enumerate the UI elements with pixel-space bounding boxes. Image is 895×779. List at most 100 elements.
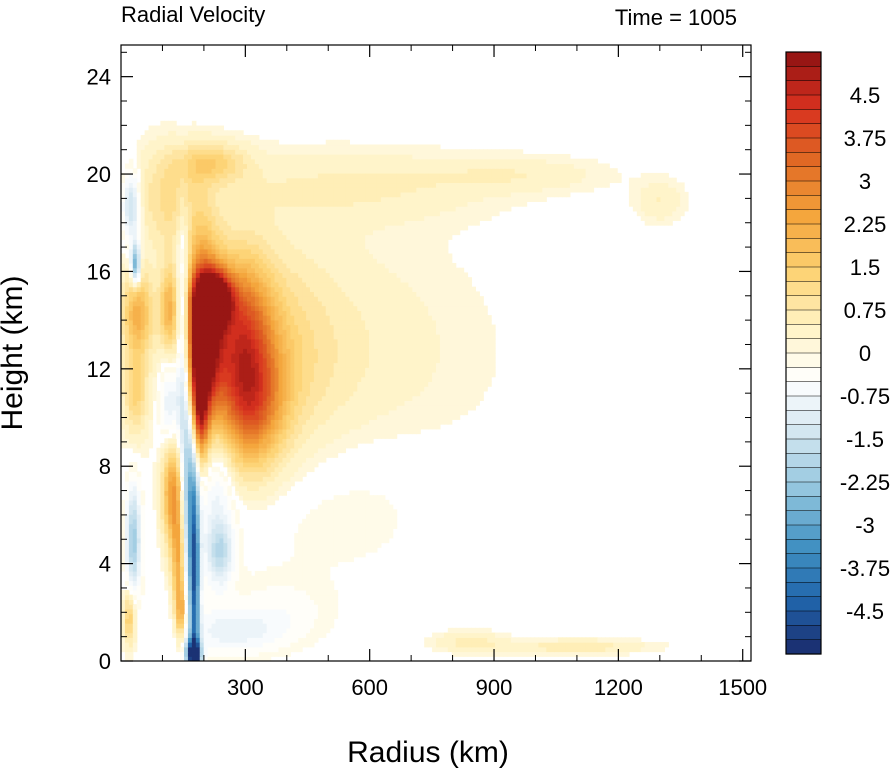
heatmap-cell — [416, 428, 421, 435]
heatmap-cell — [463, 310, 469, 316]
heatmap-cell — [278, 443, 284, 449]
heatmap-cell — [274, 329, 280, 335]
heatmap-cell — [199, 405, 205, 411]
heatmap-cell — [247, 433, 252, 439]
heatmap-cell — [124, 471, 130, 477]
heatmap-cell — [262, 338, 268, 345]
heatmap-cell — [483, 305, 488, 311]
heatmap-cell — [467, 338, 473, 345]
heatmap-cell — [467, 353, 473, 359]
heatmap-cell — [199, 490, 205, 496]
heatmap-cell — [207, 561, 213, 567]
heatmap-cell — [160, 504, 165, 510]
heatmap-cell — [361, 438, 366, 444]
heatmap-cell — [400, 405, 406, 411]
heatmap-cell — [223, 405, 228, 411]
heatmap-cell — [298, 376, 303, 383]
heatmap-cell — [215, 552, 221, 558]
heatmap-cell — [333, 556, 339, 563]
heatmap-cell — [420, 414, 425, 420]
heatmap-cell — [353, 514, 358, 520]
heatmap-cell — [132, 537, 138, 544]
heatmap-cell — [211, 646, 217, 653]
heatmap-cell — [644, 642, 650, 648]
heatmap-cell — [254, 381, 260, 387]
heatmap-cell — [455, 310, 461, 316]
heatmap-cell — [223, 305, 228, 311]
heatmap-cell — [380, 433, 386, 439]
heatmap-cell — [184, 656, 189, 661]
heatmap-cell — [439, 357, 445, 364]
heatmap-cell — [250, 608, 256, 615]
heatmap-cell — [250, 409, 256, 416]
heatmap-cell — [254, 424, 260, 430]
heatmap-cell — [184, 594, 189, 600]
heatmap-cell — [365, 409, 370, 416]
heatmap-cell — [321, 386, 327, 392]
heatmap-cell — [203, 338, 209, 345]
heatmap-cell — [203, 514, 209, 520]
heatmap-cell — [290, 310, 295, 316]
heatmap-cell — [266, 599, 272, 605]
heatmap-cell — [258, 343, 264, 349]
heatmap-cell — [247, 353, 252, 359]
heatmap-cell — [404, 405, 410, 411]
heatmap-cell — [475, 315, 480, 321]
heatmap-cell — [439, 419, 445, 425]
heatmap-cell — [176, 594, 181, 600]
heatmap-cell — [168, 376, 173, 383]
heatmap-cell — [160, 348, 165, 354]
heatmap-cell — [266, 632, 272, 638]
heatmap-cell — [168, 334, 173, 340]
heatmap-cell — [404, 338, 410, 345]
heatmap-cell — [317, 533, 323, 539]
heatmap-cell — [274, 646, 280, 653]
heatmap-cell — [373, 353, 378, 359]
heatmap-cell — [180, 613, 185, 619]
heatmap-cell — [463, 371, 469, 378]
heatmap-cell — [353, 438, 358, 444]
heatmap-cell — [215, 485, 221, 492]
heatmap-cell — [310, 348, 315, 354]
heatmap-cell — [219, 542, 224, 548]
heatmap-cell — [168, 566, 173, 572]
heatmap-cell — [333, 348, 339, 354]
heatmap-cell — [128, 646, 134, 653]
heatmap-cell — [369, 405, 374, 411]
heatmap-cell — [290, 424, 295, 430]
heatmap-cell — [227, 556, 232, 563]
heatmap-cell — [180, 499, 185, 506]
heatmap-cell — [278, 300, 284, 307]
heatmap-cell — [219, 452, 224, 458]
heatmap-cell — [282, 485, 287, 492]
heatmap-cell — [294, 433, 299, 439]
heatmap-cell — [499, 651, 504, 657]
heatmap-cell — [247, 480, 252, 487]
heatmap-cell — [313, 371, 319, 378]
heatmap-cell — [184, 585, 189, 591]
heatmap-cell — [152, 348, 158, 354]
heatmap-cell — [191, 485, 197, 492]
heatmap-cell — [195, 533, 201, 539]
heatmap-cell — [463, 627, 469, 634]
heatmap-cell — [227, 438, 232, 444]
heatmap-cell — [376, 334, 382, 340]
heatmap-cell — [258, 637, 264, 643]
heatmap-cell — [270, 348, 276, 354]
heatmap-cell — [388, 533, 394, 539]
heatmap-cell — [463, 367, 469, 373]
heatmap-cell — [140, 390, 146, 397]
heatmap-cell — [546, 637, 551, 643]
heatmap-cell — [455, 357, 461, 364]
heatmap-cell — [140, 315, 146, 321]
heatmap-cell — [349, 547, 354, 553]
heatmap-cell — [325, 433, 331, 439]
heatmap-cell — [124, 651, 130, 657]
heatmap-cell — [211, 561, 217, 567]
heatmap-cell — [132, 495, 138, 501]
heatmap-cell — [313, 457, 319, 463]
heatmap-cell — [172, 367, 177, 373]
heatmap-cell — [412, 376, 417, 383]
heatmap-cell — [176, 319, 181, 326]
heatmap-cell — [180, 466, 185, 473]
